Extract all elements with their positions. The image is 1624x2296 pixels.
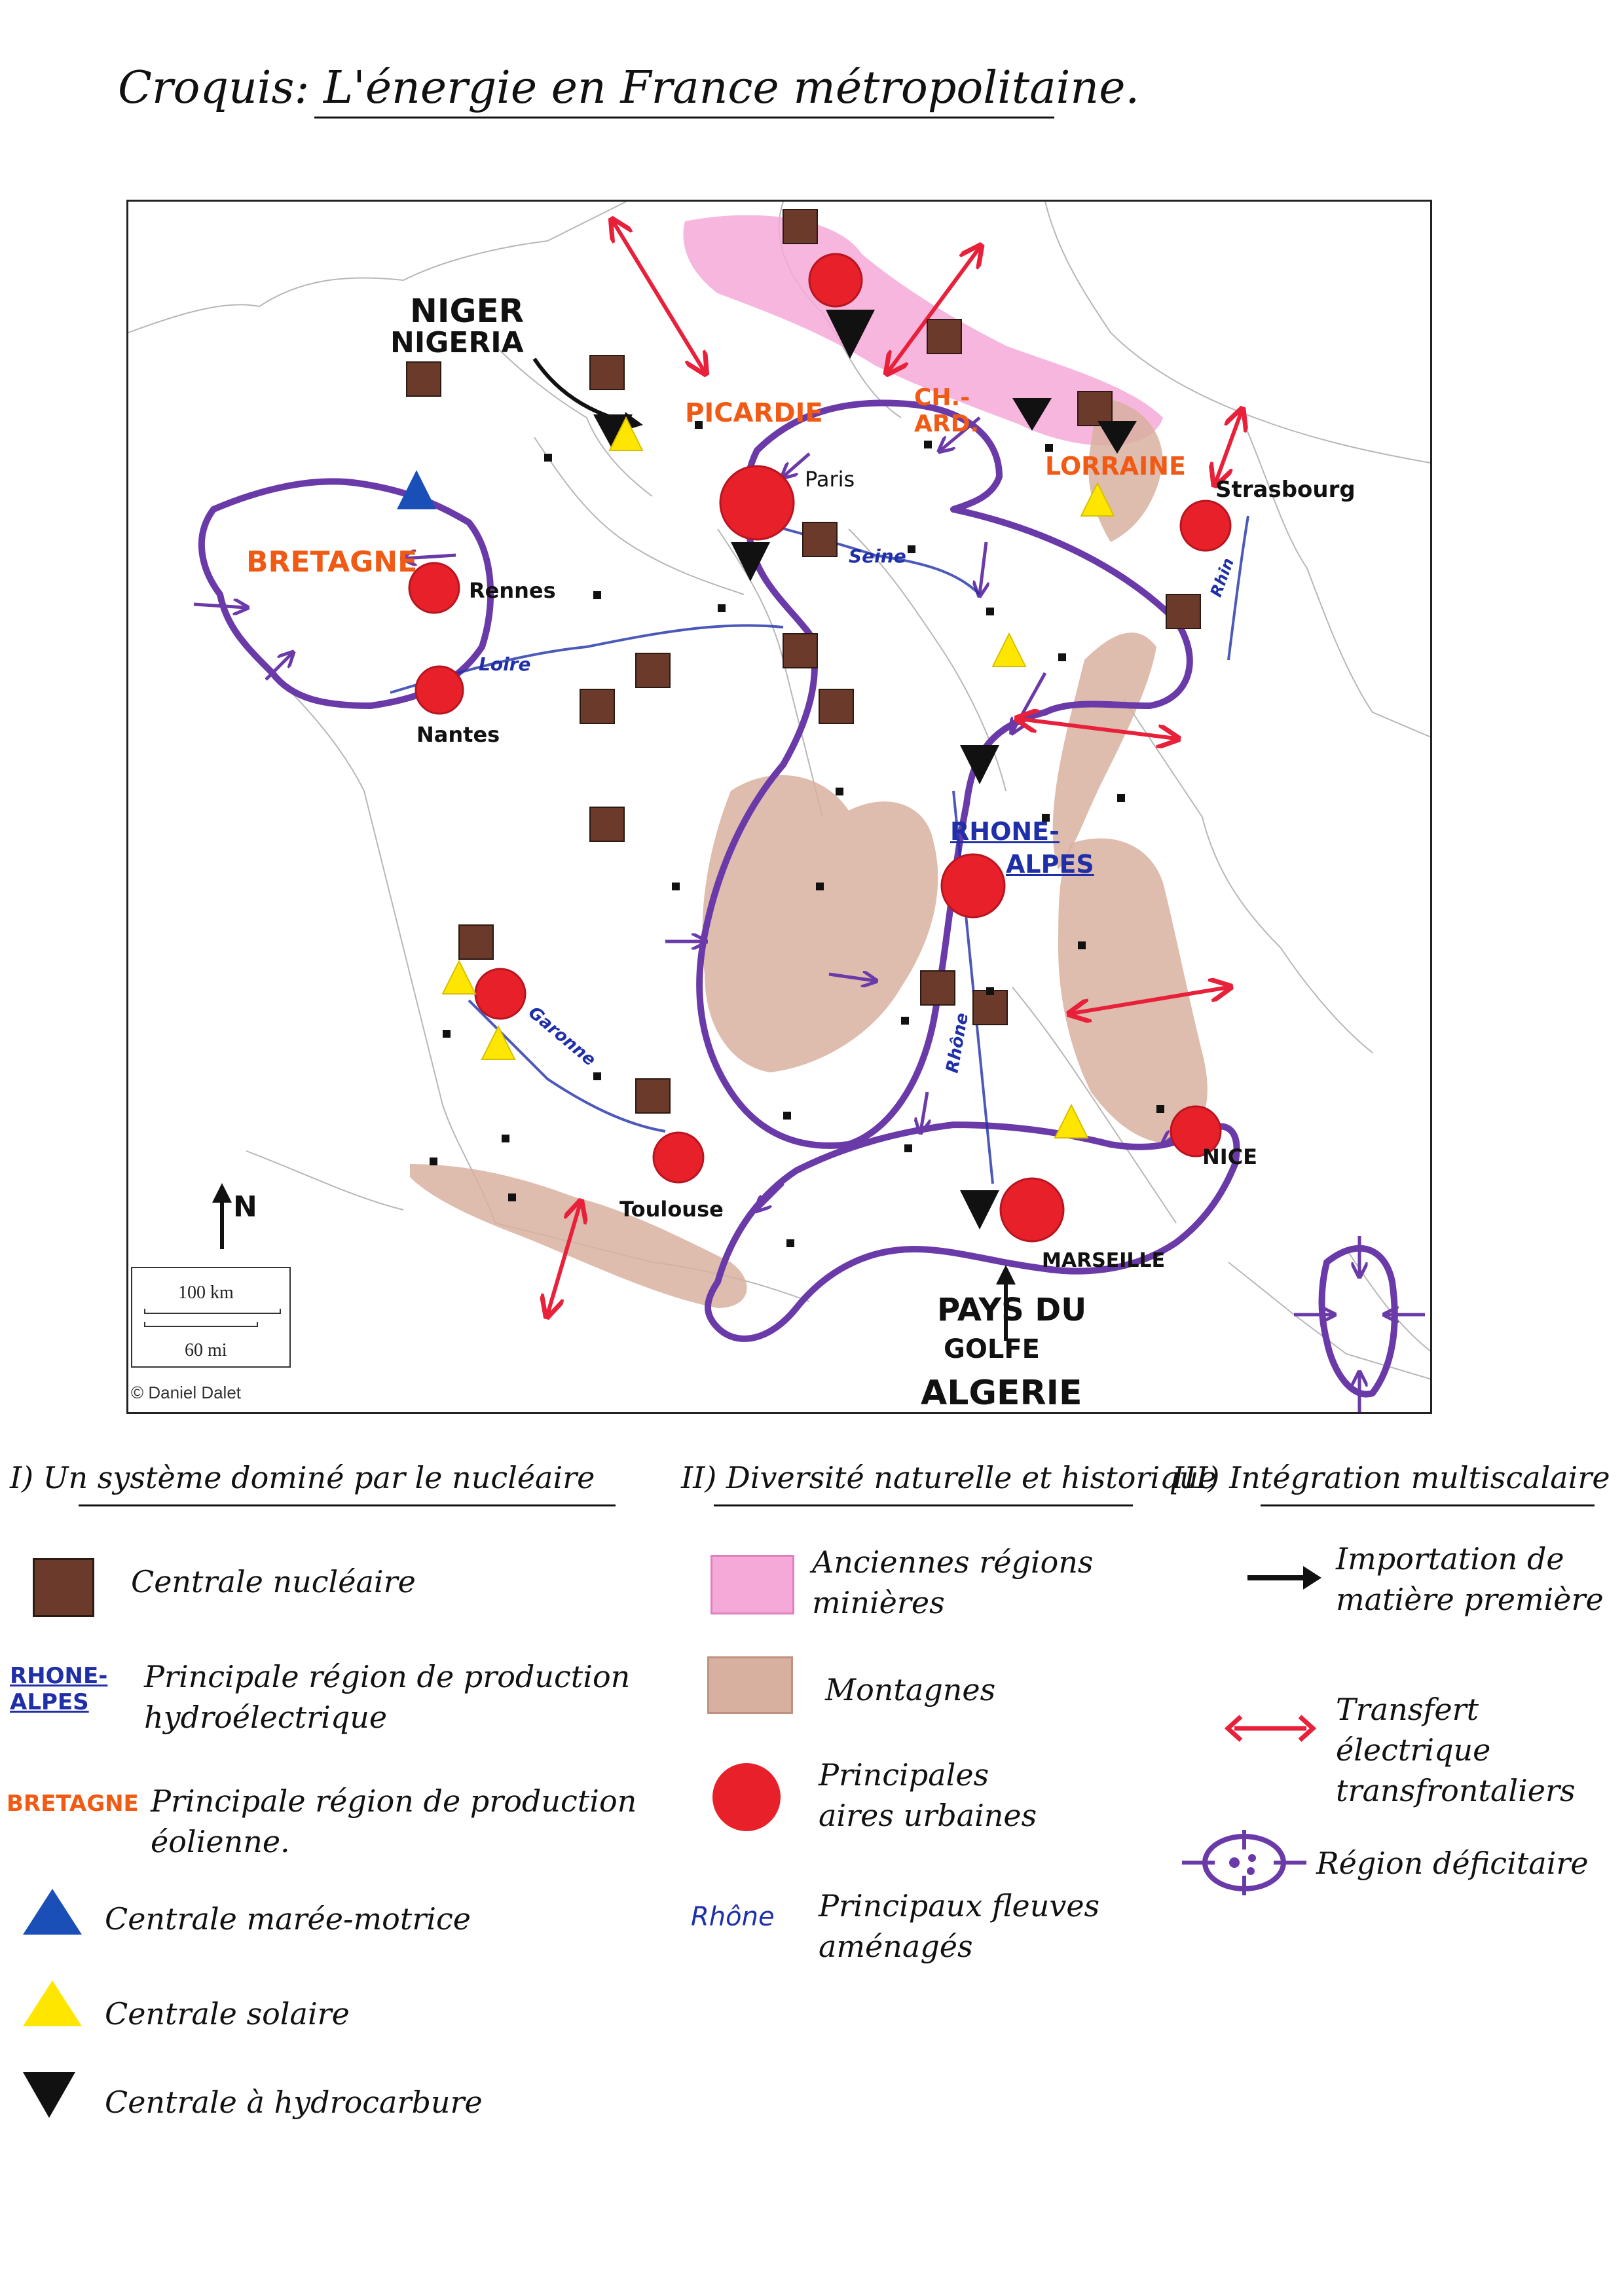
urban-paris <box>719 465 795 541</box>
legend-nuclear-label: Centrale nucléaire <box>131 1564 416 1599</box>
deficit-paris <box>696 399 1193 1149</box>
legend-wind-sample: BRETAGNE <box>7 1791 139 1817</box>
hydrocarbon-plants <box>593 310 1137 1230</box>
mountain-massif-central <box>702 775 938 1072</box>
legend-transfer-label: Transfert électrique transfrontaliers <box>1336 1692 1576 1808</box>
legend-hydro-sample: RHONE- ALPES <box>10 1663 108 1715</box>
city-marseille: MARSEILLE <box>1042 1249 1166 1272</box>
legend-river-label: Principaux fleuves aménagés <box>819 1888 1100 1964</box>
label-algerie: ALGERIE <box>921 1374 1082 1413</box>
urban-marseille <box>999 1177 1065 1243</box>
label-bretagne: BRETAGNE <box>246 545 418 579</box>
legend-deficit-label: Région déficitaire <box>1316 1846 1589 1881</box>
urban-bordeaux <box>474 968 526 1020</box>
urban-nantes <box>415 665 464 715</box>
title-underline <box>314 117 1054 118</box>
urban-strasbourg <box>1179 500 1232 552</box>
copyright: © Daniel Dalet <box>131 1383 242 1402</box>
nuclear-plants <box>406 209 1201 1114</box>
scale-bar: 100 km 60 mi <box>131 1267 291 1368</box>
urban-nice <box>1170 1105 1222 1157</box>
legend-mountain-label: Montagnes <box>825 1672 996 1707</box>
tidal-plant-rance <box>397 470 436 509</box>
city-strasbourg: Strasbourg <box>1215 477 1356 503</box>
deficit-regions <box>198 399 1398 1398</box>
label-pays-du: PAYS DU <box>937 1292 1087 1328</box>
page-title: Croquis: L'énergie en France métropolita… <box>118 62 1140 114</box>
solar-plants <box>441 416 1115 1139</box>
city-paris: Paris <box>805 467 855 492</box>
label-nigeria: NIGERIA <box>390 326 524 359</box>
legend-nuclear-symbol <box>33 1558 94 1617</box>
legend-river-sample: Rhône <box>691 1902 775 1932</box>
scale-mi: 60 mi <box>185 1340 227 1360</box>
legend-solar-label: Centrale solaire <box>105 1996 350 2032</box>
border-lines <box>128 202 1430 1380</box>
mountain-alpes <box>1058 838 1208 1144</box>
label-golfe: GOLFE <box>944 1334 1040 1364</box>
label-picardie: PICARDIE <box>685 398 823 428</box>
legend-hydrocarbon-label: Centrale à hydrocarbure <box>105 2085 483 2120</box>
legend-mining-symbol <box>710 1555 794 1614</box>
legend-urban-symbol <box>712 1763 781 1831</box>
river-seine: Seine <box>849 545 906 567</box>
city-rennes: Rennes <box>469 578 556 603</box>
city-toulouse: Toulouse <box>619 1197 724 1222</box>
legend-mining-label: Anciennes régions minières <box>812 1544 1094 1620</box>
legend-urban-label: Principales aires urbaines <box>819 1757 1037 1833</box>
urban-areas <box>408 253 1232 1243</box>
legend-import-label: Importation de matière première <box>1336 1541 1604 1617</box>
urban-rennes <box>408 562 460 614</box>
transfer-arrows <box>547 221 1242 1315</box>
label-ch-ard: CH.-ARD. <box>914 384 980 437</box>
city-nice: NICE <box>1202 1144 1258 1169</box>
map-of-france: NIGER NIGERIA PICARDIE CH.-ARD. LORRAINE… <box>126 200 1432 1414</box>
legend-wind-label: Principale région de production éolienne… <box>151 1783 637 1859</box>
legend-section-3-title: III) Intégration multiscalaire <box>1172 1460 1610 1495</box>
legend-section-1-title: I) Un système dominé par le nucléaire <box>10 1460 595 1495</box>
city-nantes: Nantes <box>416 722 500 747</box>
label-rhone-alpes-2: ALPES <box>1006 850 1094 879</box>
deficit-sud <box>705 1121 1240 1342</box>
mountain-pyrenees <box>410 1164 747 1308</box>
legend-hydrocarbon-symbol <box>23 2072 75 2118</box>
river-loire: Loire <box>479 653 531 675</box>
urban-lyon <box>940 853 1006 919</box>
legend-mountain-symbol <box>707 1656 793 1714</box>
label-rhone-alpes-1: RHONE- <box>950 817 1060 846</box>
legend-solar-symbol <box>23 1980 82 2026</box>
legend-section-2-title: II) Diversité naturelle et historique <box>681 1460 1217 1495</box>
mountain-jura <box>1052 632 1156 869</box>
legend-transfer-symbol <box>1224 1715 1317 1742</box>
prefecture-dots <box>430 421 1164 1247</box>
legend-tidal-symbol <box>23 1889 82 1935</box>
urban-lille <box>808 253 863 308</box>
legend-hydro-label: Principale région de production hydroéle… <box>144 1659 631 1735</box>
legend-tidal-label: Centrale marée-motrice <box>105 1901 471 1937</box>
label-lorraine: LORRAINE <box>1045 452 1186 481</box>
urban-toulouse <box>652 1131 705 1184</box>
map-drawing <box>128 202 1430 1412</box>
north-label: N <box>233 1190 257 1224</box>
legend-import-symbol <box>1247 1566 1321 1590</box>
scale-km: 100 km <box>178 1283 234 1303</box>
legend-deficit-symbol <box>1182 1830 1306 1895</box>
label-niger: NIGER <box>410 292 525 330</box>
